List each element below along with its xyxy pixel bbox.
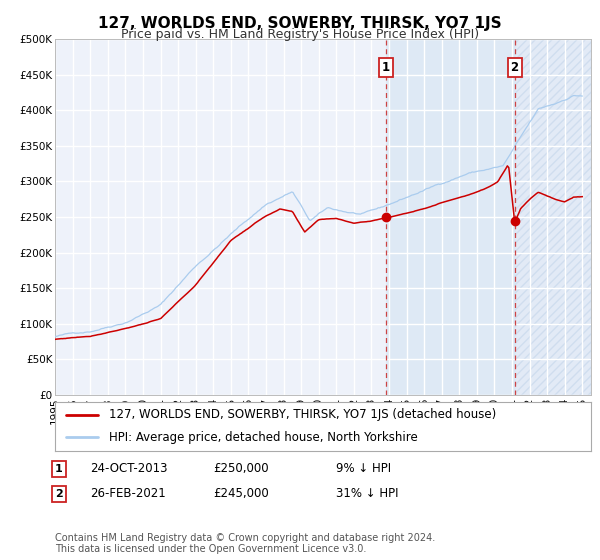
Text: 9% ↓ HPI: 9% ↓ HPI bbox=[336, 462, 391, 475]
Text: 24-OCT-2013: 24-OCT-2013 bbox=[90, 462, 167, 475]
Text: 31% ↓ HPI: 31% ↓ HPI bbox=[336, 487, 398, 501]
Text: Contains HM Land Registry data © Crown copyright and database right 2024.: Contains HM Land Registry data © Crown c… bbox=[55, 533, 436, 543]
Bar bbox=[515, 39, 591, 395]
Text: 127, WORLDS END, SOWERBY, THIRSK, YO7 1JS (detached house): 127, WORLDS END, SOWERBY, THIRSK, YO7 1J… bbox=[109, 408, 496, 421]
Text: £245,000: £245,000 bbox=[213, 487, 269, 501]
Text: 127, WORLDS END, SOWERBY, THIRSK, YO7 1JS: 127, WORLDS END, SOWERBY, THIRSK, YO7 1J… bbox=[98, 16, 502, 31]
Text: 1: 1 bbox=[382, 61, 390, 74]
Text: £250,000: £250,000 bbox=[213, 462, 269, 475]
Text: 26-FEB-2021: 26-FEB-2021 bbox=[90, 487, 166, 501]
Text: 1: 1 bbox=[55, 464, 62, 474]
Text: 2: 2 bbox=[55, 489, 62, 499]
Text: HPI: Average price, detached house, North Yorkshire: HPI: Average price, detached house, Nort… bbox=[109, 431, 418, 444]
Bar bbox=[386, 39, 515, 395]
Text: This data is licensed under the Open Government Licence v3.0.: This data is licensed under the Open Gov… bbox=[55, 544, 367, 554]
Text: 2: 2 bbox=[511, 61, 518, 74]
Text: Price paid vs. HM Land Registry's House Price Index (HPI): Price paid vs. HM Land Registry's House … bbox=[121, 28, 479, 41]
